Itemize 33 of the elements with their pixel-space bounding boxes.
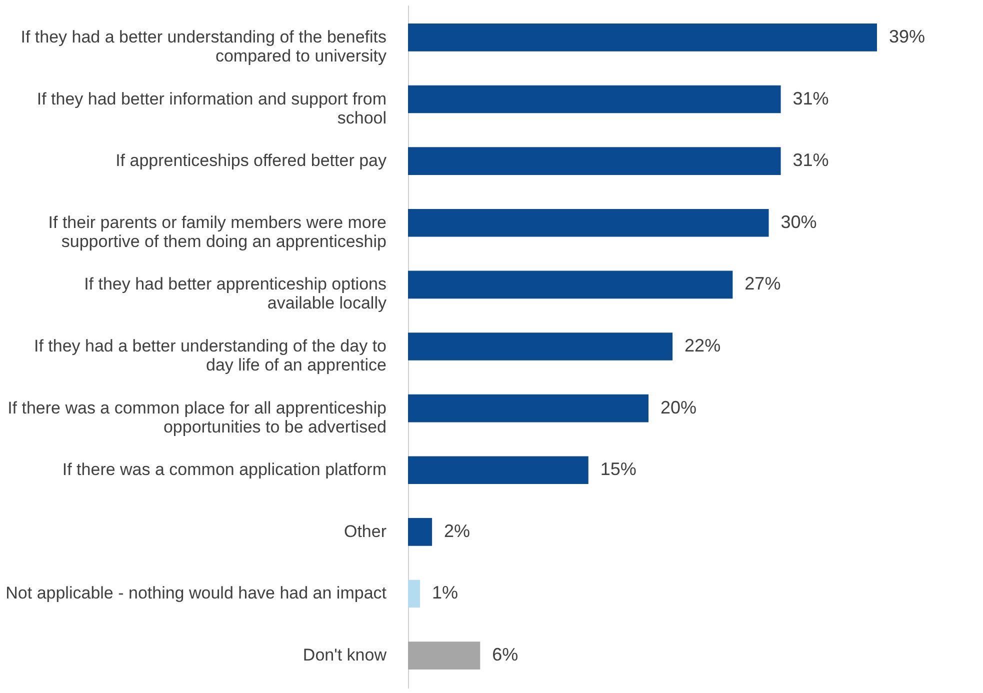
bar <box>408 147 781 175</box>
y-tick-label: Other <box>344 522 387 541</box>
y-tick-label: Don't know <box>302 646 388 665</box>
data-label: 30% <box>780 212 817 232</box>
data-label: 31% <box>792 150 829 170</box>
data-label: 2% <box>444 520 470 541</box>
bar <box>408 580 420 608</box>
data-label: 20% <box>660 397 697 418</box>
bar <box>408 642 480 670</box>
bar <box>408 24 877 52</box>
bar <box>408 85 781 114</box>
bar <box>408 270 733 299</box>
data-label: 6% <box>492 644 518 665</box>
y-tick-label: If there was a common application platform <box>62 460 386 480</box>
data-label: 22% <box>684 336 721 356</box>
y-tick-label: If apprenticeships offered better pay <box>116 151 387 170</box>
y-tick-label: If they had a better understanding of the day to day life of an apprentice <box>34 336 386 374</box>
bar <box>408 456 588 484</box>
y-tick-label: If they had a better understanding of the benefits compared to university <box>20 27 387 66</box>
y-tick-label: Not applicable - nothing would have had an impact <box>6 584 387 603</box>
y-tick-label: If there was a common place for all apprenticeship opportunities to be advertised <box>8 398 386 436</box>
y-tick-label: If they had better apprenticeship options available locally <box>84 274 387 313</box>
y-tick-label: If their parents or family members were more supportive of them doing an apprenticeship <box>48 212 386 251</box>
data-label: 31% <box>792 88 829 108</box>
y-tick-label: If they had better information and support from school <box>36 89 386 128</box>
data-label: 27% <box>744 274 781 294</box>
data-label: 39% <box>888 26 926 46</box>
bar <box>408 394 648 422</box>
bar <box>408 332 673 360</box>
data-label: 15% <box>600 459 636 480</box>
data-label: 1% <box>432 582 458 603</box>
bar <box>408 208 769 237</box>
bar <box>408 518 432 546</box>
